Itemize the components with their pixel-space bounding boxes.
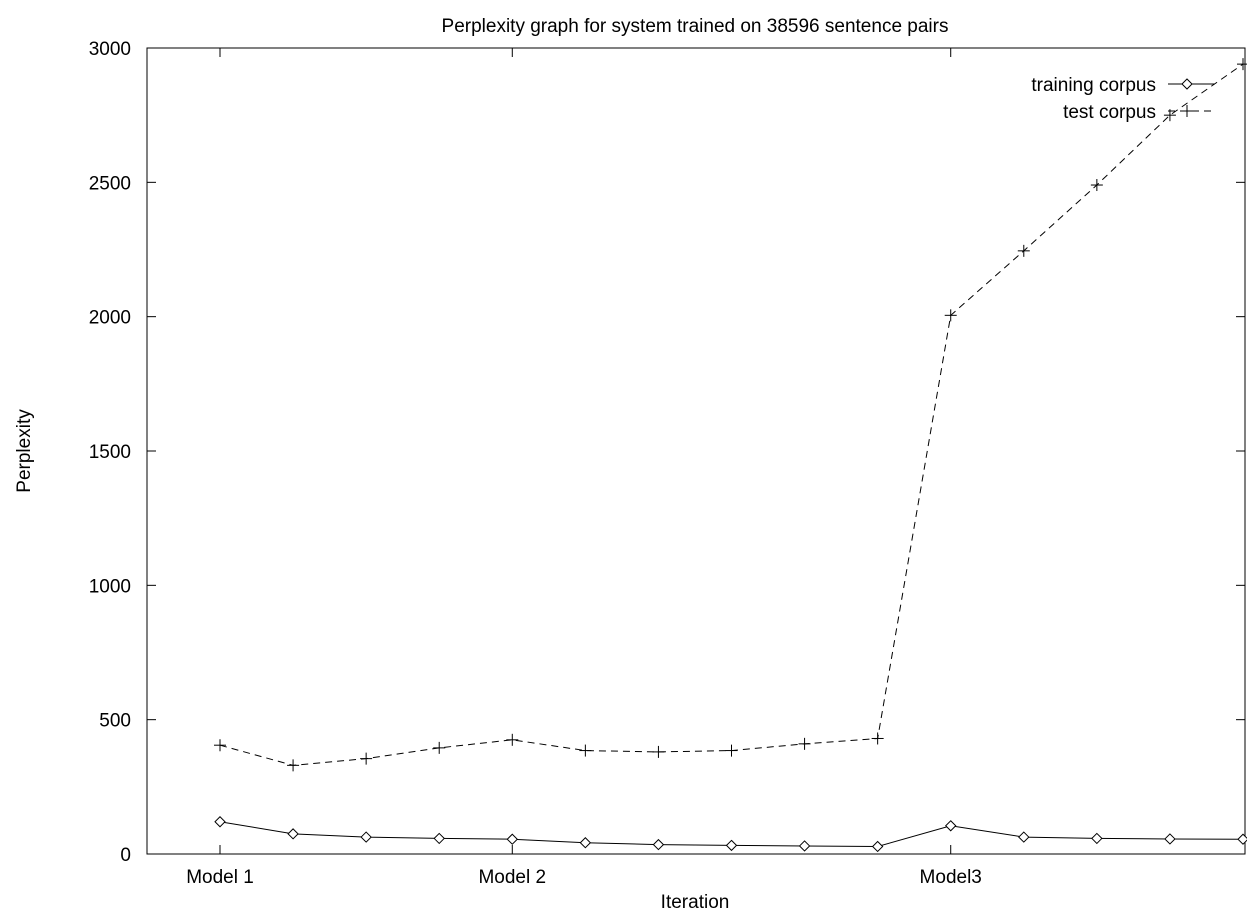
data-point-diamond	[506, 833, 518, 845]
x-tick-label: Model 2	[478, 867, 546, 888]
legend-label: test corpus	[1063, 102, 1156, 123]
series-test-corpus	[214, 58, 1247, 772]
data-point-plus	[944, 309, 957, 322]
data-point-plus	[579, 744, 592, 757]
data-point-diamond	[725, 839, 738, 852]
data-point-plus	[871, 732, 884, 745]
data-point-diamond	[1018, 831, 1030, 843]
y-axis-label: Perplexity	[14, 409, 35, 493]
data-point-plus	[652, 745, 665, 758]
legend-label: training corpus	[1031, 75, 1156, 96]
data-point-diamond	[652, 838, 665, 851]
data-point-plus	[1017, 244, 1030, 257]
data-point-plus	[1181, 105, 1193, 117]
y-tick-label: 3000	[89, 39, 131, 60]
data-point-diamond	[1237, 833, 1247, 845]
data-point-diamond	[1091, 832, 1103, 845]
series-training-corpus	[214, 816, 1247, 853]
y-tick-label: 1000	[89, 576, 131, 597]
data-point-plus	[725, 744, 738, 757]
series-line	[219, 63, 1244, 766]
data-point-plus	[287, 759, 300, 772]
data-point-diamond	[871, 840, 884, 853]
x-tick-label: Model 1	[186, 867, 254, 888]
chart-title: Perplexity graph for system trained on 3…	[442, 16, 949, 37]
data-point-plus	[1090, 179, 1103, 192]
data-point-plus	[433, 741, 446, 754]
data-point-diamond	[214, 816, 226, 828]
data-point-diamond	[945, 820, 957, 832]
data-point-diamond	[287, 828, 299, 840]
axes-layer: 0 500 1000 1500 2000 2500 3000 Model 1 Model 2 Mo…	[89, 39, 1245, 888]
data-point-plus	[214, 739, 226, 752]
data-point-diamond	[360, 831, 372, 843]
data-point-diamond	[433, 832, 445, 845]
y-tick-label: 1500	[89, 442, 131, 463]
data-point-plus	[798, 737, 811, 750]
data-point-plus	[360, 752, 373, 765]
y-tick-label: 2500	[89, 173, 131, 194]
legend: training corpus test corpus	[1031, 75, 1215, 123]
x-tick-label: Model3	[920, 867, 982, 888]
series-layer	[214, 58, 1247, 853]
y-tick-label: 0	[120, 845, 131, 866]
data-point-plus	[506, 733, 519, 746]
data-point-diamond	[579, 837, 592, 849]
y-tick-label: 500	[99, 711, 131, 732]
data-point-plus	[1237, 58, 1247, 71]
data-point-diamond	[1181, 78, 1193, 90]
y-tick-label: 2000	[89, 308, 131, 329]
data-point-diamond	[798, 840, 811, 852]
plot-frame	[146, 47, 1246, 855]
data-point-diamond	[1164, 833, 1176, 845]
x-axis-label: Iteration	[661, 892, 730, 913]
